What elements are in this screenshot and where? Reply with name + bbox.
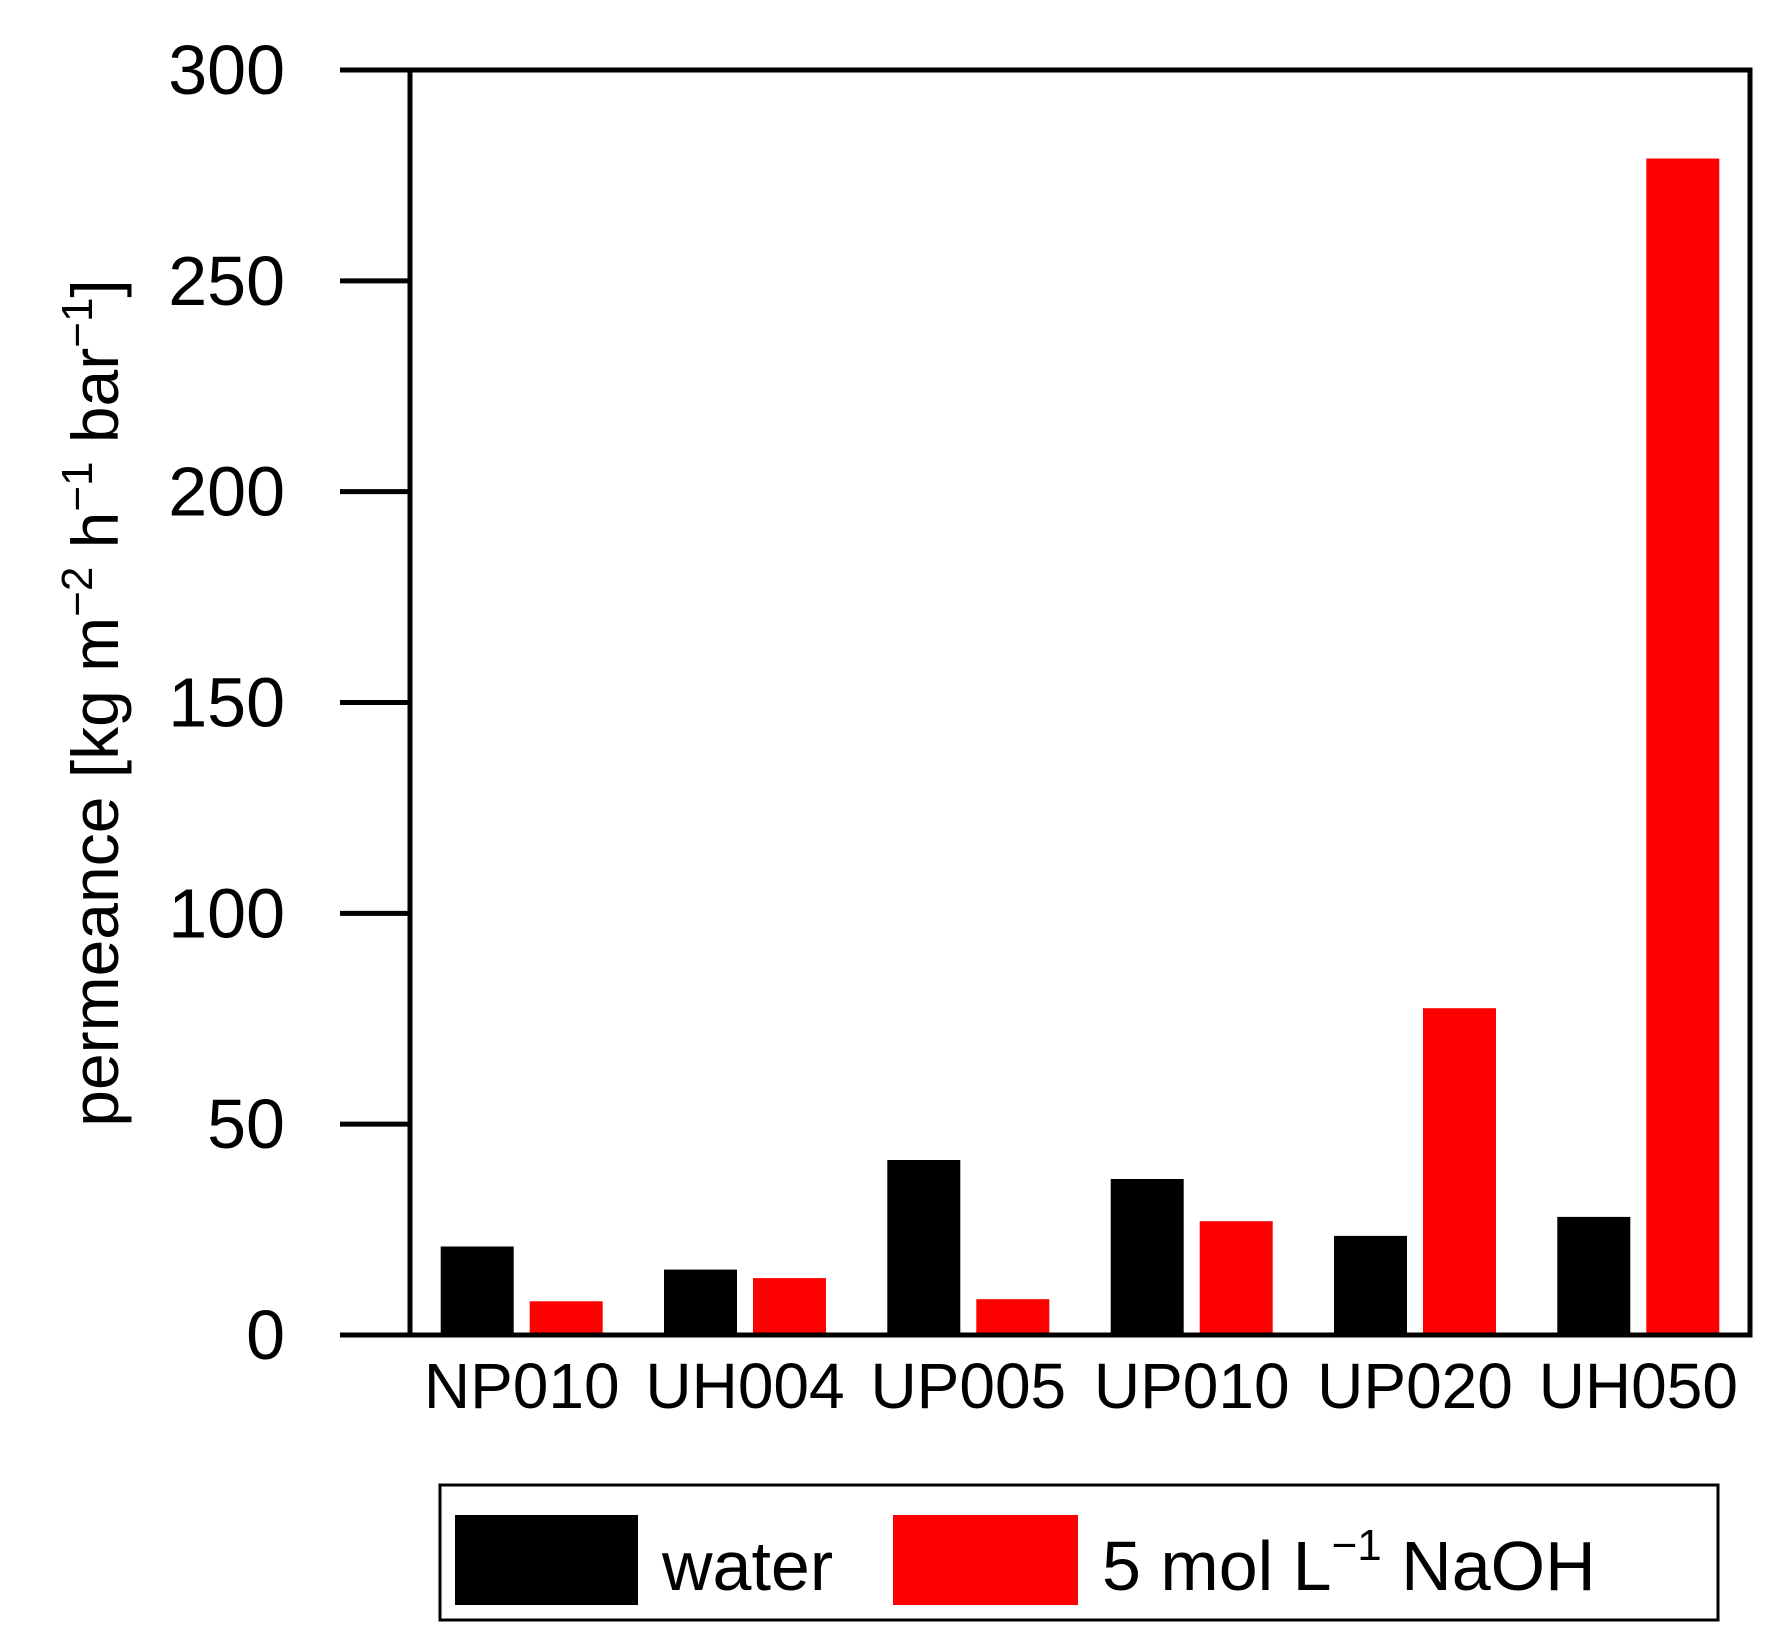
bar-up010-water [1110,1179,1184,1335]
x-tick-label: UH050 [1539,1350,1738,1422]
y-axis-title-part: h [58,512,132,567]
y-tick-label: 250 [168,242,285,320]
bar-up005-naoh [976,1299,1050,1335]
legend: water 5 mol L−1 NaOH [438,1483,1720,1622]
x-tick-label: UP010 [1094,1350,1290,1422]
x-tick-label: NP010 [424,1350,620,1422]
bar-up005-water [887,1160,961,1335]
bar-uh050-naoh [1646,158,1720,1335]
legend-label-tail: NaOH [1382,1527,1596,1605]
x-tick-label: UP020 [1317,1350,1513,1422]
legend-label-main: 5 mol L [1102,1527,1332,1605]
y-tick-label: 200 [168,453,285,531]
bar-np010-water [440,1246,514,1335]
y-tick-label: 100 [168,874,285,952]
bar-np010-naoh [529,1301,603,1335]
legend-label-main: water [661,1527,833,1605]
legend-swatch-water [455,1515,638,1605]
x-axis-tick-labels: NP010 UH004 UP005 UP010 UP020 UH050 [424,1350,1738,1422]
bar-up020-water [1334,1235,1407,1335]
y-tick-label: 150 [168,664,285,742]
plot-frame [407,67,1753,1338]
legend-label-water: water [661,1527,833,1605]
legend-label-naoh: 5 mol L−1 NaOH [1102,1521,1596,1605]
bars [440,158,1720,1335]
legend-swatch-naoh [893,1515,1078,1605]
bar-uh004-naoh [753,1278,826,1335]
x-tick-label: UP005 [870,1350,1066,1422]
y-axis-title-part: permeance [kg m [58,617,132,1127]
y-axis-title-part: bar [58,348,132,462]
y-axis-title-superscript: −1 [53,461,102,511]
legend-box [438,1483,1720,1622]
y-tick-label: 300 [168,31,285,109]
bar-up020-naoh [1423,1008,1496,1335]
y-tick-label: 50 [207,1085,285,1163]
legend-label-superscript: −1 [1332,1521,1382,1570]
y-axis-title-part: ] [58,279,132,297]
y-axis-title-superscript: −2 [53,567,102,617]
y-axis-title-superscript: −1 [53,298,102,348]
y-tick-label: 0 [246,1296,285,1374]
bar-uh050-water [1557,1216,1631,1335]
y-axis-ticks: 0 50 100 150 200 250 300 [168,31,410,1374]
y-axis-title: permeance [kg m−2 h−1 bar−1] [53,279,132,1127]
x-tick-label: UH004 [645,1350,844,1422]
bar-uh004-water [664,1269,737,1335]
bar-up010-naoh [1199,1221,1273,1335]
